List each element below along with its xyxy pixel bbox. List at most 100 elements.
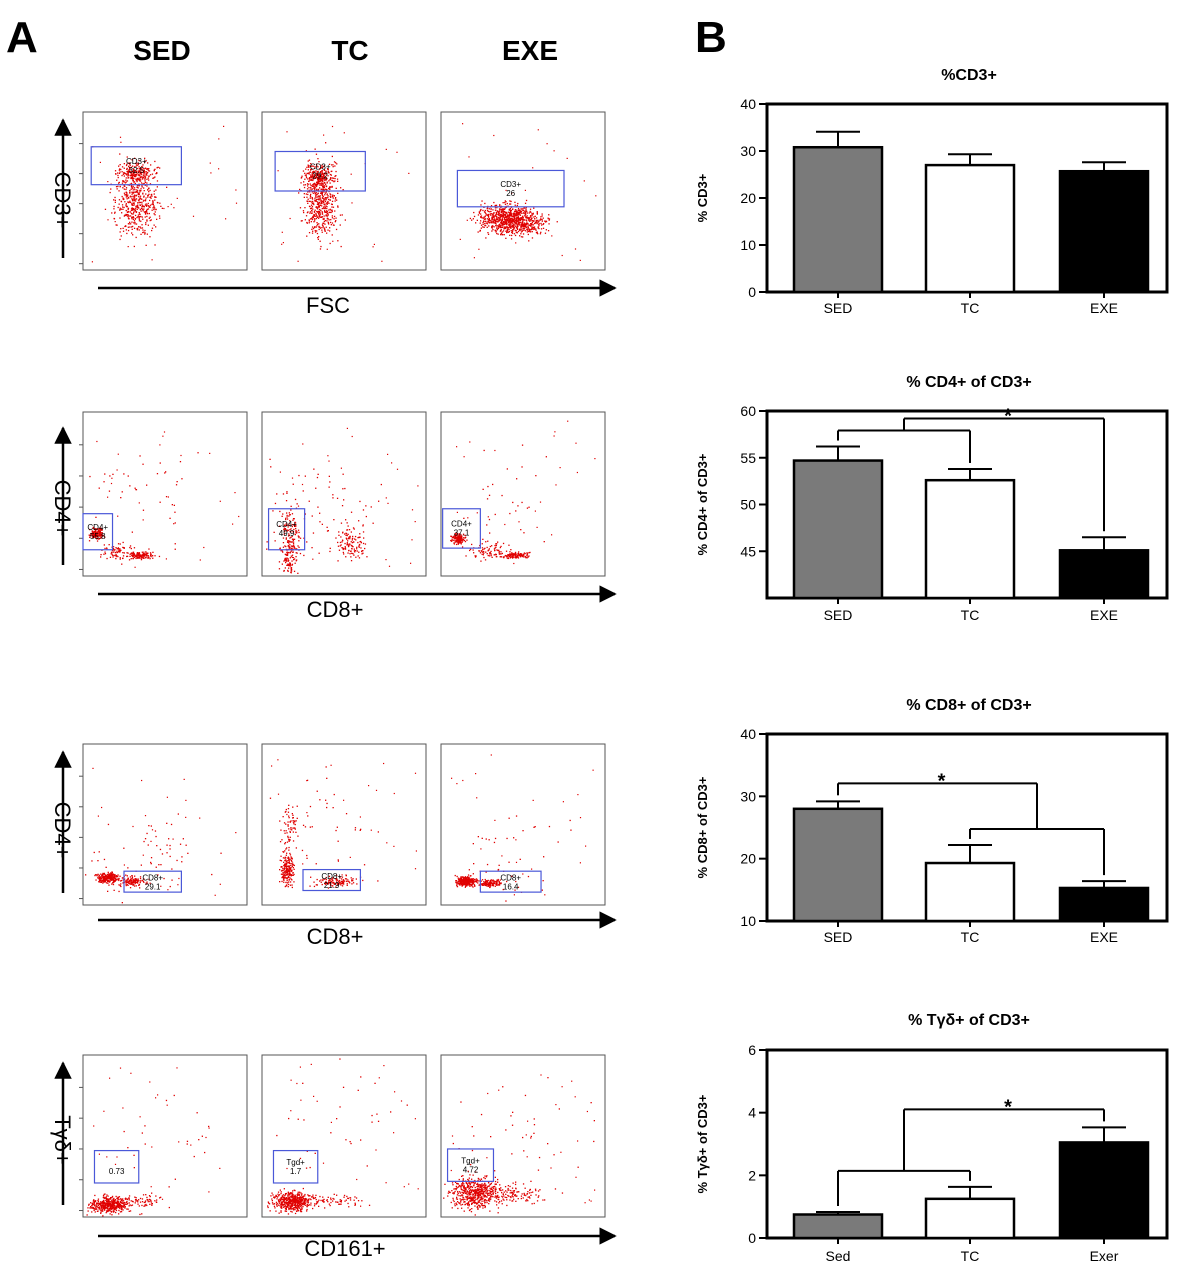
gate-rectangle	[90, 146, 182, 186]
y-axis-label: % CD8+ of CD3+	[695, 776, 710, 878]
gate-rectangle	[302, 868, 362, 892]
event-dots	[266, 427, 419, 574]
event-dots	[451, 754, 594, 902]
significance-star: *	[938, 770, 946, 792]
y-tick-label: 2	[748, 1167, 756, 1183]
gate-rectangle	[442, 508, 481, 549]
dot-plot-frame	[82, 111, 248, 271]
chart-title: % CD4+ of CD3+	[906, 374, 1031, 391]
x-category-label: TC	[961, 929, 980, 945]
event-dots	[443, 1074, 596, 1216]
gate-value: 32.5	[129, 166, 145, 175]
column-header-tc: TC	[331, 35, 368, 66]
dot-plot-r4-exe: Tgd+4.72	[440, 1054, 606, 1218]
y-tick-label: 10	[740, 237, 756, 253]
significance-star: *	[1004, 1096, 1012, 1118]
gate-value: 26	[506, 189, 515, 198]
event-dots	[450, 420, 596, 565]
dot-plot-r1-exe: CD3+26	[440, 111, 606, 271]
gate-value: 0.73	[109, 1167, 125, 1176]
dot-plot-r1-tc: CD3+29.2	[261, 111, 427, 271]
gate-name: CD4+	[87, 523, 108, 532]
chart-title: % Tγδ+ of CD3+	[908, 1012, 1030, 1029]
event-dots	[86, 1067, 221, 1217]
y-axis-label: % CD4+ of CD3+	[695, 453, 710, 555]
exe-bar	[1058, 169, 1150, 294]
gate-name: CD8+	[142, 874, 163, 883]
gate-rectangle	[123, 870, 183, 893]
y-tick-label: 55	[740, 450, 756, 466]
x-category-label: SED	[824, 607, 853, 623]
x-category-label: SED	[824, 929, 853, 945]
y-tick-label: 60	[740, 403, 756, 419]
y-tick-label: 10	[740, 913, 756, 929]
row2-x-axis-label: CD8+	[307, 597, 364, 622]
dot-plot-r3-tc: CD8+21.9	[261, 743, 427, 906]
gate-name: CD3+	[310, 162, 331, 171]
chart-title: %CD3+	[941, 67, 997, 84]
y-tick-label: 45	[740, 543, 756, 559]
tc-bar	[924, 478, 1016, 600]
gate-rectangle	[274, 150, 366, 192]
y-tick-label: 0	[748, 284, 756, 300]
gate-value: 1.7	[290, 1167, 302, 1176]
y-tick-label: 20	[740, 190, 756, 206]
row3-x-axis-label: CD8+	[307, 924, 364, 949]
gate-value: 29.1	[145, 883, 161, 892]
gate-rectangle	[82, 513, 114, 551]
gate-value: 29.2	[312, 171, 328, 180]
sed-bar	[792, 807, 884, 923]
exe-bar	[1058, 886, 1150, 923]
gate-value: 37.1	[454, 528, 470, 537]
exe-bar	[1058, 549, 1150, 600]
column-header-exe: EXE	[502, 35, 558, 66]
x-category-label: Exer	[1090, 1248, 1119, 1264]
dot-plot-frame	[82, 1054, 248, 1218]
significance-star: *	[1004, 406, 1012, 428]
x-category-label: Sed	[826, 1248, 851, 1264]
event-dots	[267, 1058, 419, 1215]
x-category-label: EXE	[1090, 607, 1118, 623]
x-category-label: TC	[961, 300, 980, 316]
sed-bar	[792, 145, 884, 294]
x-category-label: TC	[961, 607, 980, 623]
gate-name: CD3+	[126, 157, 147, 166]
y-axis-label: % Tγδ+ of CD3+	[695, 1094, 710, 1193]
gate-rectangle	[272, 1149, 319, 1184]
gate-name: CD4+	[451, 519, 472, 528]
flow-cytometry-panels: CD3+32.5 CD3+29.2CD3+26CD4+55.8CD4+49.9CD…	[54, 111, 617, 1245]
dot-plot-r3-exe: CD8+16.4	[440, 743, 606, 906]
gate-value: 55.8	[90, 532, 106, 541]
y-tick-label: 0	[748, 1230, 756, 1246]
y-axis-label: % CD3+	[695, 173, 710, 222]
bar-chart-4: % Tγδ+ of CD3+ % Tγδ+ of CD3+ 0 2 4 6 Sed TC Exe…	[695, 1012, 1169, 1264]
chart-title: % CD8+ of CD3+	[906, 697, 1031, 714]
gate-value: 16.4	[503, 883, 519, 892]
y-tick-label: 4	[748, 1105, 756, 1121]
bar-chart-1: %CD3+ % CD3+ 0 10 20 30 40 SED TC EXE	[695, 67, 1169, 316]
gate-value: 4.72	[463, 1166, 479, 1175]
dot-plot-r1-sed: CD3+32.5	[79, 111, 248, 271]
event-dots	[277, 125, 410, 262]
gate-name: CD3+	[500, 180, 521, 189]
x-category-label: TC	[961, 1248, 980, 1264]
sed-bar	[792, 459, 884, 600]
y-tick-label: 40	[740, 726, 756, 742]
bar-chart-3: % CD8+ of CD3+ % CD8+ of CD3+ 10 20 30 40 SED T…	[695, 697, 1169, 945]
dot-plot-frame	[440, 1054, 606, 1218]
dot-plot-frame	[261, 1054, 427, 1218]
x-category-label: EXE	[1090, 300, 1118, 316]
row1-x-axis-label: FSC	[306, 293, 350, 318]
gate-value: 49.9	[279, 529, 295, 538]
dot-plot-frame	[440, 111, 606, 271]
dot-plot-r4-tc: Tgd+1.7	[261, 1054, 427, 1218]
gate-rectangle	[93, 1149, 140, 1184]
column-header-sed: SED	[133, 35, 191, 66]
gate-rectangle	[479, 870, 542, 893]
dot-plot-frame	[82, 411, 248, 577]
gate-value: 21.9	[324, 881, 340, 890]
y-tick-label: 6	[748, 1042, 756, 1058]
gate-name: CD4+	[276, 520, 297, 529]
gate-name: CD8+	[500, 874, 521, 883]
